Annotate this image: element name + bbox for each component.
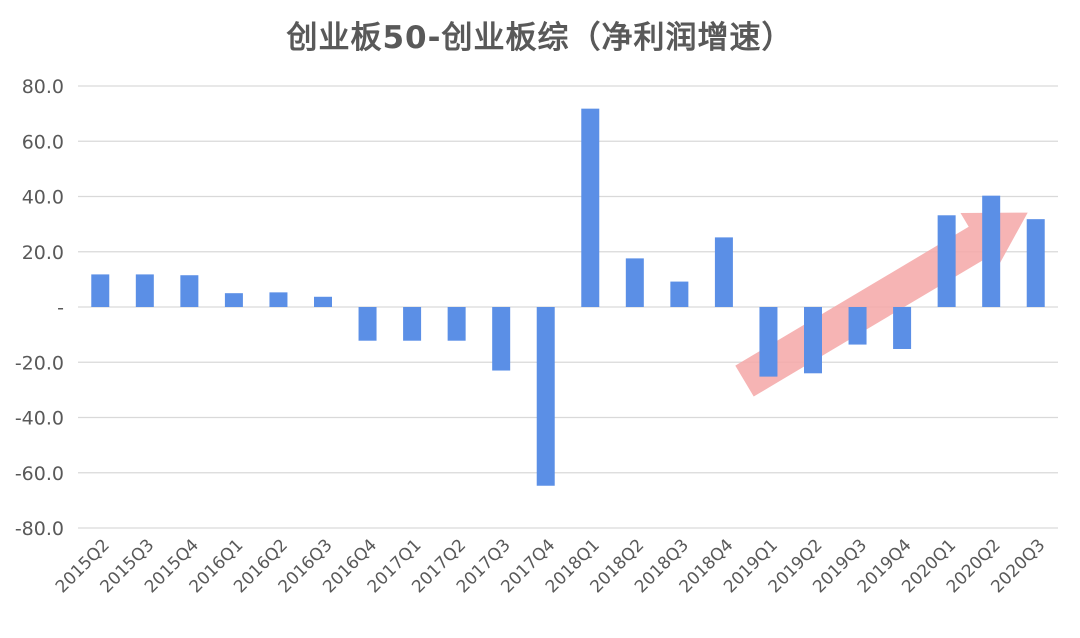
bar-2020Q3 [1026, 219, 1045, 307]
bar-2016Q4 [358, 307, 377, 341]
bar-2015Q2 [91, 274, 110, 307]
bar-2020Q1 [937, 215, 956, 307]
bar-2017Q3 [492, 307, 511, 371]
bar-2018Q4 [714, 237, 733, 307]
chart-title: 创业板50-创业板综（净利润增速） [286, 20, 794, 56]
bar-2015Q4 [180, 275, 199, 307]
bars [91, 108, 1045, 486]
y-tick-label: -40.0 [15, 408, 64, 430]
bar-2019Q1 [759, 307, 778, 377]
bar-2016Q2 [269, 292, 288, 307]
y-tick-label: 60.0 [22, 131, 64, 153]
bar-2016Q1 [224, 293, 243, 307]
gridlines [78, 85, 1058, 529]
y-axis-tick-labels: 80.0 60.0 40.0 20.0 - -20.0 -40.0 -60.0 -80.0 [15, 76, 64, 540]
bar-2017Q2 [447, 307, 466, 341]
y-tick-label: -20.0 [15, 352, 64, 374]
bar-2018Q1 [581, 108, 600, 307]
y-tick-label: - [57, 297, 64, 319]
bar-2020Q2 [982, 195, 1001, 307]
x-axis-tick-labels: 2015Q22015Q32015Q42016Q12016Q22016Q32016… [52, 535, 1049, 597]
y-tick-label: 40.0 [22, 187, 64, 209]
y-tick-label: 80.0 [22, 76, 64, 98]
y-tick-label: -80.0 [15, 518, 64, 540]
bar-2018Q3 [670, 281, 689, 307]
bar-2015Q3 [135, 274, 154, 307]
y-tick-label: -60.0 [15, 463, 64, 485]
y-tick-label: 20.0 [22, 242, 64, 264]
bar-2017Q1 [403, 307, 422, 341]
bar-2019Q4 [893, 307, 912, 349]
bar-2019Q3 [848, 307, 867, 345]
bar-2018Q2 [625, 258, 644, 307]
bar-2019Q2 [804, 307, 822, 374]
bar-2016Q3 [314, 296, 332, 307]
bar-2017Q4 [536, 307, 555, 486]
